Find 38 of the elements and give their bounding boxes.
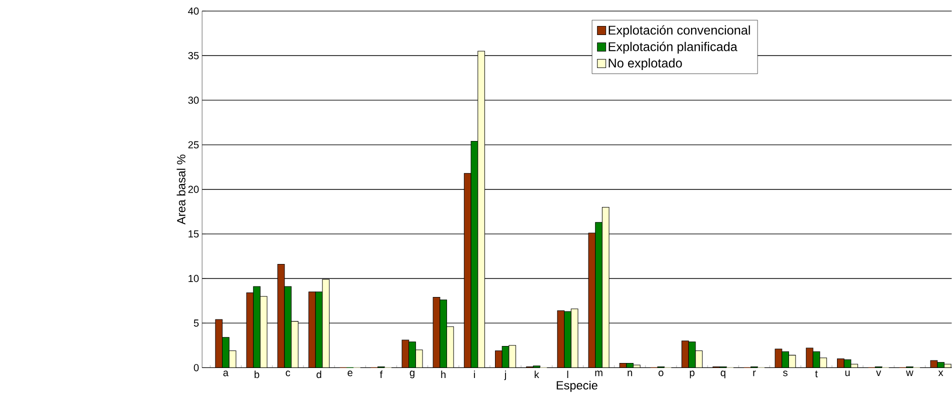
x-tick-label: a (223, 370, 229, 376)
x-tick-label: p (690, 370, 694, 378)
x-tick-label: c (286, 370, 290, 376)
y-tick-label: 25 (188, 141, 199, 148)
x-tick-label: b (254, 370, 260, 378)
x-tick-label: j (504, 370, 506, 380)
x-tick-label: d (316, 370, 322, 378)
x-tick-label: m (595, 370, 602, 376)
y-tick-label: 40 (188, 8, 199, 15)
x-tick-label: o (658, 370, 664, 376)
y-tick-label: 10 (188, 274, 199, 282)
x-tick-label: q (720, 370, 726, 378)
y-axis-title: Area basal % (176, 154, 186, 225)
x-tick-label: f (380, 370, 383, 378)
y-tick-label: 0 (194, 364, 199, 372)
legend-label: No explotado (608, 58, 682, 70)
x-tick-label: u (845, 370, 850, 376)
x-tick-label: r (753, 370, 756, 376)
x-tick-label: i (474, 370, 475, 378)
y-tick-label: 15 (188, 230, 199, 238)
y-tick-label: 5 (194, 320, 199, 327)
x-tick-label: n (628, 370, 632, 376)
x-tick-label: v (876, 370, 882, 376)
x-tick-label: x (938, 370, 944, 376)
x-tick-label: w (906, 370, 914, 376)
x-tick-label: e (348, 370, 352, 376)
y-tick-label: 30 (188, 96, 199, 104)
x-tick-label: l (567, 370, 568, 378)
x-axis-title: Especie (556, 380, 598, 392)
x-tick-label: s (783, 370, 788, 376)
legend-label: Explotación planificada (608, 42, 738, 54)
y-tick-label: 20 (188, 186, 199, 193)
x-tick-label: k (534, 370, 540, 378)
y-tick-label: 35 (188, 52, 199, 60)
x-tick-label: t (815, 370, 818, 378)
x-tick-label: h (441, 370, 446, 378)
x-tick-label: g (410, 370, 414, 378)
legend-label: Explotación convencional (608, 25, 750, 38)
